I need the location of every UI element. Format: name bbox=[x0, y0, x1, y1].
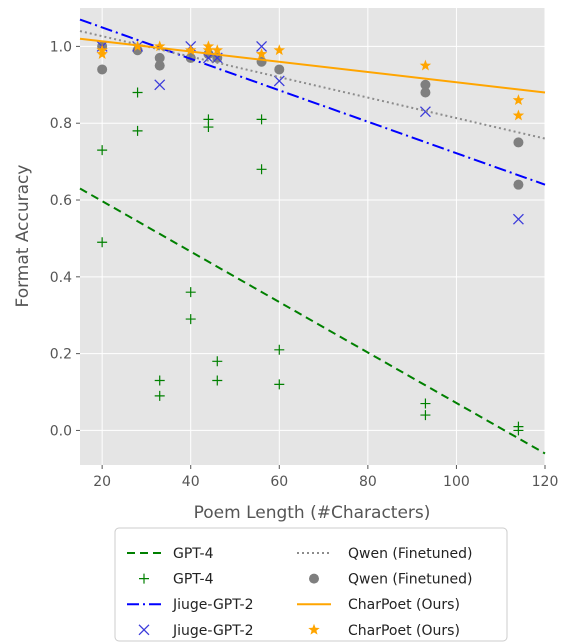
legend-label: GPT-4 bbox=[173, 546, 214, 562]
data-point bbox=[513, 137, 523, 147]
legend-label: Jiuge-GPT-2 bbox=[172, 623, 253, 639]
legend-label: CharPoet (Ours) bbox=[348, 597, 460, 613]
x-tick-label: 40 bbox=[182, 474, 200, 490]
x-axis-ticks: 20 40 60 80 100 120 bbox=[93, 465, 558, 490]
legend-label: GPT-4 bbox=[173, 572, 214, 588]
y-tick-label: 0.2 bbox=[50, 347, 72, 363]
x-axis-label: Poem Length (#Characters) bbox=[194, 503, 431, 523]
x-tick-label: 20 bbox=[93, 474, 111, 490]
x-tick-label: 100 bbox=[443, 474, 470, 490]
plot-background bbox=[80, 8, 545, 465]
y-tick-label: 1.0 bbox=[50, 39, 72, 55]
y-tick-label: 0.6 bbox=[50, 193, 72, 209]
x-tick-label: 120 bbox=[532, 474, 559, 490]
y-tick-label: 0.4 bbox=[50, 270, 72, 286]
legend-marker-swatch bbox=[309, 574, 319, 584]
data-point bbox=[420, 87, 430, 97]
x-tick-label: 80 bbox=[359, 474, 377, 490]
data-point bbox=[257, 57, 267, 67]
data-point bbox=[513, 180, 523, 190]
y-tick-label: 0.0 bbox=[50, 423, 72, 439]
data-point bbox=[155, 61, 165, 71]
y-axis-ticks: 0.0 0.2 0.4 0.6 0.8 1.0 bbox=[50, 39, 80, 439]
legend: GPT-4 Qwen (Finetuned) GPT-4 Qwen (Finetune… bbox=[115, 528, 507, 641]
data-point bbox=[274, 64, 284, 74]
x-tick-label: 60 bbox=[270, 474, 288, 490]
legend-label: Qwen (Finetuned) bbox=[348, 572, 472, 588]
legend-label: Qwen (Finetuned) bbox=[348, 546, 472, 562]
legend-label: CharPoet (Ours) bbox=[348, 623, 460, 639]
legend-label: Jiuge-GPT-2 bbox=[172, 597, 253, 613]
y-tick-label: 0.8 bbox=[50, 116, 72, 132]
y-axis-label: Format Accuracy bbox=[13, 165, 33, 308]
data-point bbox=[97, 64, 107, 74]
